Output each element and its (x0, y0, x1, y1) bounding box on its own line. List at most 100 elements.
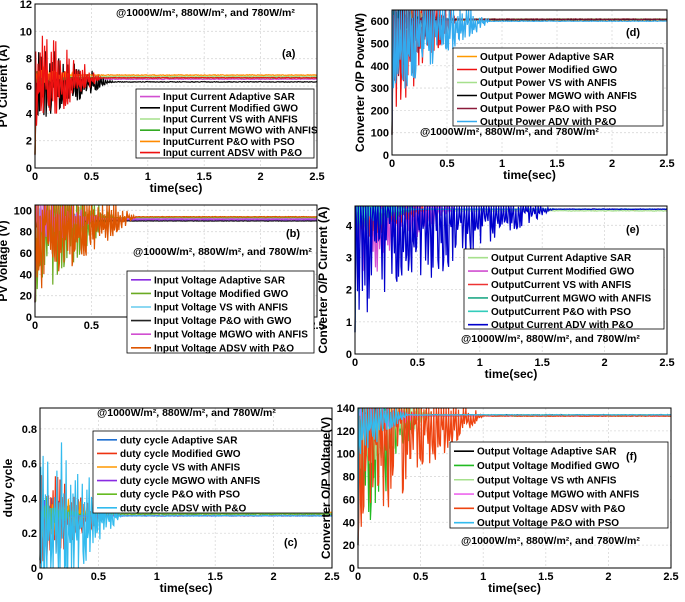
y-tick-label: 600 (371, 16, 389, 28)
y-axis-label: PV Current (A) (0, 45, 10, 128)
legend-box (126, 270, 315, 354)
x-axis-label: time(sec) (485, 367, 538, 381)
panel-label: (e) (626, 224, 640, 236)
x-tick-label: 2 (609, 158, 615, 170)
legend-label: Input Voltage P&O with GWO (154, 316, 292, 327)
legend-label: OutputCurrent VS with ANFIS (491, 280, 632, 291)
axes-frame (34, 3, 318, 169)
legend-label: Output Power MGWO with ANFIS (480, 91, 637, 102)
x-tick-label: 1 (477, 357, 483, 369)
legend-box (463, 248, 665, 330)
legend-label: Output Current Modified GWO (491, 267, 635, 278)
x-tick-label: 2.5 (659, 357, 674, 369)
panel-d: 0 0.5 1 1.5 2 2.5 0 100 200 300 400 500 600 time(sec)… (353, 9, 675, 182)
legend-label: OutputCurrent P&O with PSO (491, 307, 631, 318)
axes-frame (39, 407, 333, 569)
legend-label: Input Voltage MGWO with ANFIS (154, 330, 308, 341)
y-tick-label: 60 (343, 494, 355, 506)
legend-label: Output Power Modified GWO (480, 65, 617, 76)
x-tick-label: 2 (258, 171, 264, 183)
y-tick-label: 140 (337, 403, 355, 415)
condition-annotation: @1000W/m², 880W/m², and 780W/m² (116, 7, 295, 19)
x-tick-label: 2 (605, 571, 611, 583)
x-tick-label: 0.5 (439, 158, 454, 170)
legend-label: duty cycle VS with ANFIS (120, 463, 241, 474)
axes-frame (391, 9, 668, 156)
x-tick-label: 0 (355, 571, 361, 583)
x-tick-label: 1 (154, 571, 160, 583)
x-tick-label: 1.5 (208, 571, 223, 583)
x-tick-label: 2.5 (309, 171, 324, 183)
legend-label: Output Voltage P&O with PSO (477, 518, 619, 529)
y-tick-label: 200 (371, 105, 389, 117)
panel-label: (f) (626, 451, 637, 463)
x-tick-label: 2 (271, 571, 277, 583)
x-tick-label: 1.5 (549, 158, 564, 170)
y-tick-label: 4 (26, 108, 33, 120)
legend-label: Output Voltage MGWO with ANFIS (477, 490, 640, 501)
y-tick-label: 0.6 (22, 459, 37, 471)
y-tick-label: 60 (20, 248, 32, 260)
legend-label: duty cycle P&O with PSO (120, 490, 240, 501)
y-tick-label: 400 (371, 61, 389, 73)
axes-frame (357, 407, 672, 569)
legend-label: Input Voltage Adaptive SAR (154, 275, 286, 286)
y-tick-label: 0 (349, 563, 355, 575)
legend-label: Output Voltage VS wth ANFIS (477, 475, 617, 486)
x-axis-label: time(sec) (503, 168, 556, 182)
x-tick-label: 0.5 (84, 171, 99, 183)
y-tick-label: 500 (371, 38, 389, 50)
legend-label: Input Voltage ADSV with P&O (154, 343, 294, 354)
y-tick-label: 6 (26, 81, 32, 93)
series-line (39, 442, 333, 569)
legend-label: Output Voltage Adaptive SAR (477, 447, 617, 458)
legend-label: InputCurrent P&O with PSO (163, 137, 295, 148)
y-axis-label: PV Voltage (V) (0, 220, 10, 301)
legend-label: Output Power ADV with P&O (480, 117, 617, 128)
x-tick-label: 0 (352, 357, 358, 369)
panel-f: 0 0.5 1 1.5 2 2.5 0 20 40 60 80 100 120 140 time(sec) C… (319, 403, 679, 595)
x-axis-label: time(sec) (150, 181, 203, 195)
legend-label: Input Current MGWO with ANFIS (163, 126, 318, 137)
legend-label: Input Current Adaptive SAR (163, 92, 296, 103)
series-line (34, 204, 318, 303)
y-tick-label: 12 (20, 0, 32, 11)
y-tick-label: 2 (26, 136, 32, 148)
legend-label: duty cycle MGWO with ANFIS (120, 476, 261, 487)
legend-label: Output Power VS with ANFIS (480, 78, 617, 89)
legend-label: Output Voltage Modified GWO (477, 461, 620, 472)
y-tick-label: 100 (14, 205, 32, 217)
y-tick-label: 4 (346, 220, 353, 232)
x-tick-label: 0.5 (410, 357, 425, 369)
x-tick-label: 2.5 (663, 571, 678, 583)
panel-label: (b) (286, 228, 300, 240)
legend-box (452, 47, 664, 127)
y-tick-label: 300 (371, 83, 389, 95)
legend-label: duty cycle Modified GWO (120, 449, 241, 460)
x-tick-label: 1.5 (197, 171, 212, 183)
x-axis-label: time(sec) (488, 581, 541, 595)
panel-e: 0 0.5 1 1.5 2 2.5 0 1 2 3 4 time(sec) Converter O/P … (316, 205, 675, 381)
x-tick-label: 1 (145, 171, 151, 183)
series-line (34, 35, 318, 155)
legend-label: Output Power Adaptive SAR (480, 52, 615, 63)
y-tick-label: 120 (337, 426, 355, 438)
y-axis-label: Converter O/P Power(W) (353, 13, 367, 152)
legend-label: Output Current Adaptive SAR (491, 253, 632, 264)
legend-label: Output Current ADV with P&O (491, 320, 634, 331)
panel-label: (a) (282, 48, 296, 60)
panel-label: (c) (284, 537, 298, 549)
x-tick-label: 0 (32, 320, 38, 332)
axes-frame (354, 205, 668, 355)
condition-annotation: @1000W/m², 880W/m², and 780W/m² (97, 407, 276, 419)
series-line (357, 407, 672, 546)
x-axis-label: time(sec) (160, 581, 213, 595)
condition-annotation: @1000W/m², 880W/m², and 780W/m² (461, 333, 640, 345)
legend-label: Output Voltage ADSV with P&O (477, 504, 626, 515)
y-tick-label: 8 (26, 54, 32, 66)
legend-label: Input Voltage VS with ANFIS (154, 303, 288, 314)
legend-label: OutputCurrent MGWO with ANFIS (491, 293, 651, 304)
x-tick-label: 2.5 (324, 571, 339, 583)
y-tick-label: 20 (20, 291, 32, 303)
